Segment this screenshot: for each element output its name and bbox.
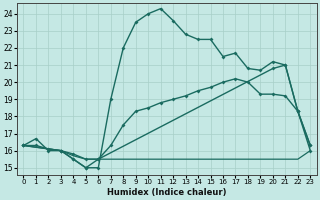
X-axis label: Humidex (Indice chaleur): Humidex (Indice chaleur) <box>107 188 227 197</box>
